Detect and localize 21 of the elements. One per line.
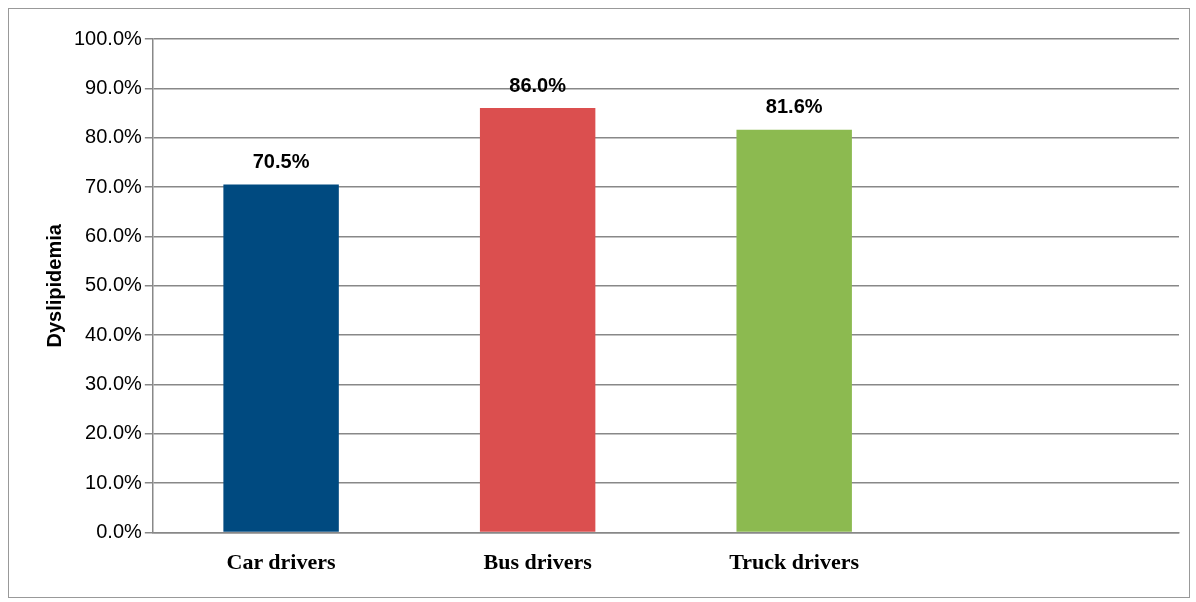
y-tick-label: 90.0%	[85, 75, 143, 98]
y-tick-label: 10.0%	[85, 470, 143, 493]
data-label: 86.0%	[509, 73, 567, 96]
y-tick-label: 80.0%	[85, 125, 143, 148]
x-tick-label: Car drivers	[226, 549, 337, 575]
x-tick-label: Bus drivers	[483, 549, 593, 575]
y-tick-label: 50.0%	[85, 273, 143, 296]
bar	[736, 129, 852, 532]
y-tick-label: 60.0%	[85, 223, 143, 246]
y-tick-label: 30.0%	[85, 372, 143, 395]
bar	[479, 108, 596, 532]
data-label: 81.6%	[765, 95, 823, 118]
y-tick-label: 0.0%	[96, 520, 143, 543]
y-tick-label: 40.0%	[85, 322, 143, 345]
data-label: 70.5%	[252, 150, 310, 173]
bar	[223, 184, 339, 532]
y-tick-label: 20.0%	[85, 421, 143, 444]
y-tick-label: 100.0%	[73, 26, 143, 49]
y-axis-title: Dyslipidemia	[42, 223, 65, 348]
y-tick-label: 70.0%	[85, 174, 143, 197]
x-tick-label: Truck drivers	[729, 549, 860, 575]
